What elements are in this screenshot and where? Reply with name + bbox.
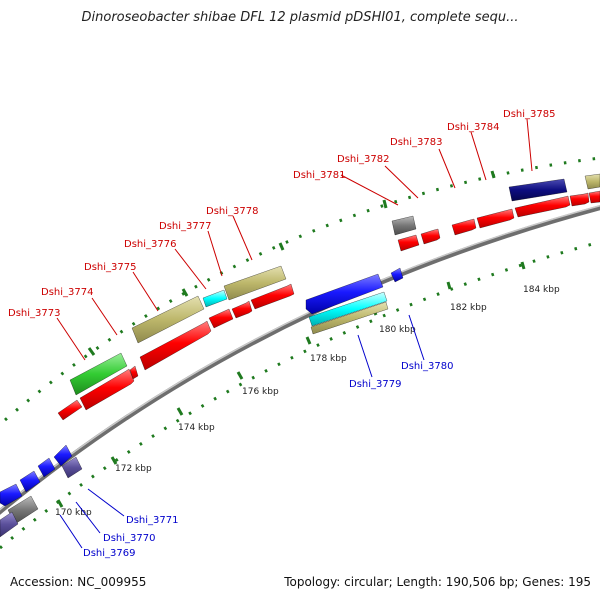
gene-arrow xyxy=(305,273,384,315)
gene-label-dshi-3779[interactable]: Dshi_3779 xyxy=(349,379,401,390)
gene-bar-slate xyxy=(0,511,19,538)
gene-label-dshi-3783[interactable]: Dshi_3783 xyxy=(390,137,442,148)
gene-bar-cyan xyxy=(202,289,228,308)
gene-arrow xyxy=(57,399,83,421)
gene-arrow xyxy=(514,195,571,218)
gene-bar-green xyxy=(69,352,128,396)
forward-leader-lines xyxy=(56,118,533,361)
plasmid-backbone xyxy=(0,205,600,515)
gene-arrow xyxy=(129,365,139,380)
gene-arrow xyxy=(53,444,73,467)
plasmid-backbone-highlight xyxy=(0,204,600,511)
gene-bar-khaki xyxy=(223,265,287,301)
gene-label-dshi-3784[interactable]: Dshi_3784 xyxy=(447,122,499,133)
gene-bar-khaki xyxy=(131,295,205,344)
gene-arrow xyxy=(569,192,590,207)
ruler-label-174: 174 kbp xyxy=(178,423,215,433)
accession-info: Accession: NC_009955 xyxy=(10,575,146,589)
gene-bar-khaki xyxy=(584,173,600,190)
gene-arrow xyxy=(420,228,441,245)
gene-label-dshi-3774[interactable]: Dshi_3774 xyxy=(41,287,93,298)
forward-strand-features xyxy=(57,173,600,421)
gene-arrow xyxy=(390,267,404,283)
ruler-label-180: 180 kbp xyxy=(379,325,416,335)
topology-value: circular xyxy=(344,575,389,589)
gene-arrow xyxy=(139,320,212,371)
gene-label-dshi-3770[interactable]: Dshi_3770 xyxy=(103,533,155,544)
gene-label-dshi-3773[interactable]: Dshi_3773 xyxy=(8,308,60,319)
genes-label: Genes: xyxy=(522,575,565,589)
gene-label-dshi-3781[interactable]: Dshi_3781 xyxy=(293,170,345,181)
gene-label-dshi-3782[interactable]: Dshi_3782 xyxy=(337,154,389,165)
ruler-label-182: 182 kbp xyxy=(450,303,487,313)
gene-label-dshi-3778[interactable]: Dshi_3778 xyxy=(206,206,258,217)
gene-bar-navy xyxy=(508,178,568,202)
gene-arrow xyxy=(476,208,515,229)
gene-label-dshi-3775[interactable]: Dshi_3775 xyxy=(84,262,136,273)
gene-bar-gray xyxy=(391,215,417,236)
genes-value: 195 xyxy=(568,575,591,589)
gene-arrow xyxy=(397,234,420,252)
accession-label: Accession: xyxy=(10,575,74,589)
gene-arrow xyxy=(208,308,234,329)
ruler-label-170: 170 kbp xyxy=(55,508,92,518)
ruler-label-184: 184 kbp xyxy=(523,285,560,295)
gene-label-dshi-3777[interactable]: Dshi_3777 xyxy=(159,221,211,232)
ruler-labels: 170 kbp 172 kbp 174 kbp 176 kbp 178 kbp … xyxy=(55,285,560,518)
gene-arrow xyxy=(37,457,56,478)
gene-bar-slate xyxy=(61,456,83,479)
reverse-leader-lines xyxy=(59,314,425,549)
gene-arrow xyxy=(79,368,135,411)
gene-arrow xyxy=(451,218,477,236)
gene-arrow xyxy=(231,300,253,319)
gene-arrow xyxy=(588,190,600,204)
length-label: Length: xyxy=(396,575,442,589)
sequence-summary: Topology: circular; Length: 190,506 bp; … xyxy=(284,575,591,589)
reverse-strand-features xyxy=(0,267,404,538)
length-value: 190,506 bp xyxy=(445,575,515,589)
gene-labels: Dshi_3773 Dshi_3774 Dshi_3775 Dshi_3776 … xyxy=(8,109,555,559)
ruler-label-172: 172 kbp xyxy=(115,464,152,474)
gene-label-dshi-3776[interactable]: Dshi_3776 xyxy=(124,239,176,250)
gene-arrow xyxy=(19,470,41,493)
ruler-label-178: 178 kbp xyxy=(310,354,347,364)
gene-label-dshi-3771[interactable]: Dshi_3771 xyxy=(126,515,178,526)
gene-bar-khaki xyxy=(310,301,389,335)
accession-value: NC_009955 xyxy=(77,575,147,589)
map-title: Dinoroseobacter shibae DFL 12 plasmid pD… xyxy=(81,10,519,25)
topology-label: Topology: xyxy=(284,575,341,589)
ruler-label-176: 176 kbp xyxy=(242,387,279,397)
gene-arrow xyxy=(0,483,23,507)
gene-bar-cyan xyxy=(308,291,388,327)
gene-label-dshi-3780[interactable]: Dshi_3780 xyxy=(401,361,453,372)
gene-label-dshi-3785[interactable]: Dshi_3785 xyxy=(503,109,555,120)
inner-major-ticks xyxy=(56,261,526,508)
outer-major-ticks xyxy=(87,170,496,356)
gene-label-dshi-3769[interactable]: Dshi_3769 xyxy=(83,548,135,559)
gene-arrow xyxy=(250,283,295,310)
